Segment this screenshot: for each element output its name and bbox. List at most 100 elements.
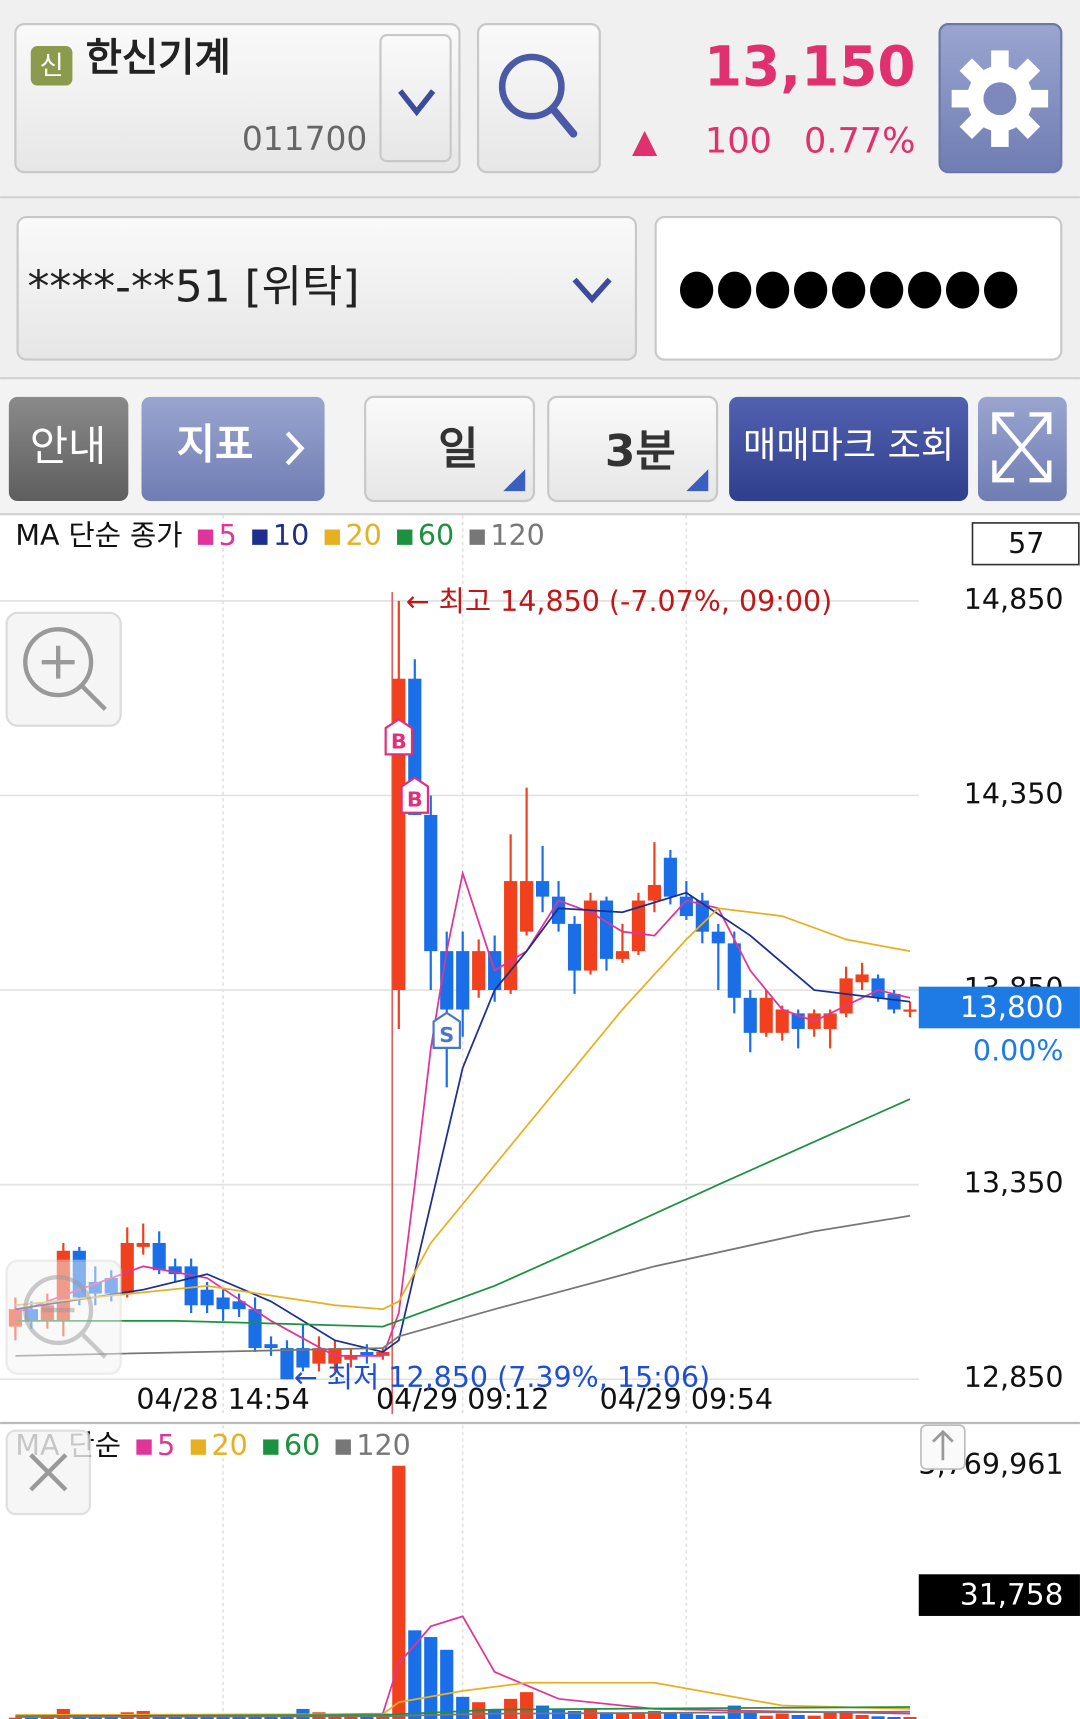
candle-body xyxy=(472,951,486,991)
interval-button[interactable] xyxy=(547,395,719,503)
candle-body xyxy=(312,1348,326,1364)
volume-bar xyxy=(615,1713,630,1719)
volume-bar xyxy=(647,1710,661,1719)
zoom-in-icon xyxy=(23,627,107,711)
gear-icon xyxy=(951,50,1049,147)
candle-body xyxy=(184,1266,198,1306)
guide-button[interactable] xyxy=(8,396,129,502)
legend-swatch xyxy=(197,529,214,545)
candle-body xyxy=(727,943,741,998)
trade-mark xyxy=(432,1011,461,1049)
volume-bar xyxy=(887,1716,901,1719)
legend-label: 20 xyxy=(345,519,381,552)
legend-swatch xyxy=(335,1439,351,1455)
legend-label: 5 xyxy=(219,519,237,552)
stock-name: 한신기계 xyxy=(86,35,231,81)
volume-bar xyxy=(599,1712,614,1719)
badge-bg xyxy=(30,46,73,86)
candle-body xyxy=(248,1309,262,1349)
legend-swatch xyxy=(397,529,413,545)
volume-plot xyxy=(8,1465,917,1719)
y-tick-label: 12,850 xyxy=(964,1361,1064,1394)
candle-body xyxy=(551,896,566,924)
legend-label: 10 xyxy=(273,519,309,552)
guide-label: 안내 xyxy=(30,421,107,470)
stock-selector[interactable] xyxy=(14,23,461,174)
badge: 신 xyxy=(39,51,63,81)
candle-body xyxy=(424,814,438,952)
volume-bar xyxy=(536,1705,550,1719)
current-change-label: 0.00% xyxy=(973,1034,1064,1067)
account-selector[interactable] xyxy=(16,215,638,361)
chevron-icon xyxy=(398,89,436,117)
candle-body xyxy=(711,931,725,944)
change-arrow: ▲ xyxy=(632,121,658,160)
password-field[interactable] xyxy=(654,215,1063,361)
volume-bar xyxy=(743,1712,757,1719)
legend-title: MA 단순 종가 xyxy=(15,519,182,552)
dropdown-button[interactable] xyxy=(379,33,452,163)
corner-mark xyxy=(686,469,709,492)
volume-bar xyxy=(360,1716,374,1719)
volume-bar xyxy=(775,1713,789,1719)
candle-body xyxy=(903,1009,917,1012)
candle-body xyxy=(647,884,661,901)
legend-label: 120 xyxy=(356,1429,410,1462)
high-annotation: ← 최고 14,850 (-7.07%, 09:00) xyxy=(406,585,833,618)
indicator-button[interactable] xyxy=(141,396,325,502)
trade-mark xyxy=(400,776,430,814)
volume-bar xyxy=(216,1716,230,1719)
trade-mark-label: B xyxy=(407,788,423,812)
legend-label: 5 xyxy=(157,1429,175,1462)
volume-bar xyxy=(855,1714,869,1719)
candle-body xyxy=(360,1351,374,1356)
candle-body xyxy=(855,974,869,983)
volume-bar xyxy=(520,1692,534,1719)
ma-line xyxy=(15,1706,911,1718)
ma-line xyxy=(15,869,911,1357)
grid xyxy=(0,515,919,1719)
volume-bar xyxy=(823,1712,837,1719)
chart-labels: 14,85014,35013,85013,35012,8503,769,9610… xyxy=(15,519,1063,1481)
volume-bar xyxy=(40,1716,54,1719)
y-tick-label: 14,350 xyxy=(964,777,1064,810)
trade-mark xyxy=(384,717,414,756)
candle-body xyxy=(631,900,646,952)
legend-swatch xyxy=(136,1439,152,1455)
period-button[interactable] xyxy=(364,395,536,503)
candle-body xyxy=(344,1355,358,1360)
ma-line xyxy=(15,891,911,1353)
candle-body xyxy=(759,997,773,1033)
volume-bar xyxy=(280,1716,294,1719)
legend-label: 60 xyxy=(418,519,454,552)
search-icon-handle xyxy=(548,104,578,138)
candle-body xyxy=(120,1242,134,1294)
current-volume-box xyxy=(918,1574,1080,1616)
candle-body xyxy=(871,978,885,998)
legend-label: 20 xyxy=(212,1429,248,1462)
volume-bar xyxy=(24,1717,38,1719)
change-rate: 0.77% xyxy=(804,121,915,162)
volume-bar xyxy=(679,1713,693,1719)
volume-bar xyxy=(8,1717,22,1719)
volume-bar xyxy=(184,1716,198,1719)
account-number: ****-**51 [위탁] xyxy=(27,261,359,312)
ma-line xyxy=(15,1098,911,1328)
candle-body xyxy=(296,1348,310,1368)
x-tick-label: 04/28 14:54 xyxy=(136,1383,309,1416)
volume-bar xyxy=(903,1716,917,1719)
candle-body xyxy=(520,881,534,932)
search-button[interactable] xyxy=(476,23,601,174)
volume-bar xyxy=(695,1714,709,1719)
volume-bar xyxy=(392,1465,406,1719)
legend-swatch xyxy=(263,1439,279,1455)
y-tick-label: 13,350 xyxy=(964,1167,1064,1200)
candle-body xyxy=(200,1289,214,1306)
candle-body xyxy=(392,678,406,991)
trade-mark-button[interactable] xyxy=(729,396,969,502)
chevron-icon xyxy=(285,431,305,466)
volume-bar xyxy=(663,1712,677,1719)
legend-label: 120 xyxy=(490,519,544,552)
volume-bar xyxy=(56,1708,70,1719)
